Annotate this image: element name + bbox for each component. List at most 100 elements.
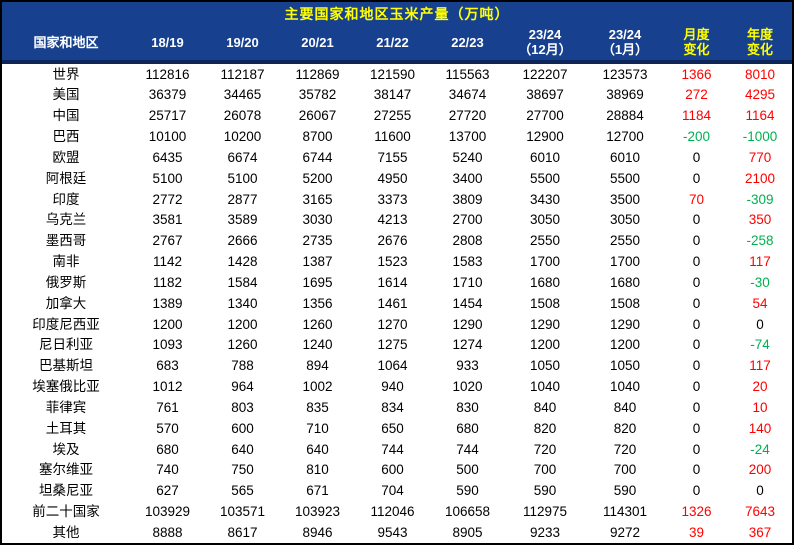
column-header-3: 20/21 [301, 34, 334, 50]
country-name: 坦桑尼亚 [39, 483, 93, 499]
production-value: 8905 [452, 524, 483, 540]
monthly-change-value: -200 [682, 129, 711, 145]
table-row: 其他 8888 8617 8946 9543 8905 9233 9272 39 367 [2, 522, 792, 543]
production-value: 8617 [227, 524, 258, 540]
production-value: 1040 [529, 379, 561, 395]
production-value: 1020 [452, 379, 483, 395]
table-row: 尼日利亚 1093 1260 1240 1275 1274 1200 1200 0 -74 [2, 335, 792, 356]
production-value: 9272 [609, 524, 641, 540]
production-value: 2676 [377, 233, 408, 249]
production-value: 1200 [227, 316, 258, 332]
production-value: 112046 [370, 504, 415, 520]
table-row: 印度尼西亚 1200 1200 1260 1270 1290 1290 1290 0 0 [2, 314, 792, 335]
production-value: 1200 [529, 337, 561, 353]
production-value: 38969 [606, 87, 644, 103]
column-header-2: 19/20 [226, 34, 259, 50]
country-name: 土耳其 [45, 420, 87, 436]
production-value: 2808 [452, 233, 483, 249]
monthly-change-value: 0 [692, 483, 701, 499]
production-value: 2877 [227, 191, 258, 207]
production-value: 27255 [373, 108, 412, 124]
yearly-change-value: 10 [752, 399, 768, 415]
production-value: 5100 [152, 170, 183, 186]
production-value: 627 [156, 483, 179, 499]
production-value: 1290 [609, 316, 641, 332]
production-value: 820 [533, 420, 557, 436]
country-name: 阿根廷 [45, 170, 87, 186]
table-row: 埃塞俄比亚 1012 964 1002 940 1020 1040 1040 0 20 [2, 376, 792, 397]
production-value: 1614 [377, 274, 408, 290]
table-row: 巴西 10100 10200 8700 11600 13700 12900 12700 -200… [2, 126, 792, 147]
monthly-change-value: 0 [692, 358, 701, 374]
production-value: 5100 [227, 170, 258, 186]
production-value: 13700 [448, 129, 487, 145]
production-value: 112187 [220, 66, 265, 82]
production-value: 835 [306, 399, 329, 415]
production-value: 3809 [452, 191, 483, 207]
column-header-9: 年度 变化 [746, 27, 773, 57]
production-value: 1040 [609, 379, 641, 395]
country-name: 塞尔维亚 [39, 462, 93, 478]
production-value: 1583 [452, 254, 483, 270]
table-row: 美国 36379 34465 35782 38147 34674 38697 38969 272… [2, 85, 792, 106]
yearly-change-value: 1164 [745, 108, 775, 124]
yearly-change-value: -1000 [742, 129, 778, 145]
production-value: 1700 [609, 254, 641, 270]
production-value: 3589 [227, 212, 258, 228]
yearly-change-value: 140 [748, 420, 772, 436]
country-name: 埃塞俄比亚 [32, 379, 100, 395]
production-value: 940 [381, 379, 404, 395]
production-value: 830 [456, 399, 479, 415]
production-value: 720 [533, 441, 557, 457]
production-value: 5500 [609, 170, 641, 186]
table-header: 主要国家和地区玉米产量（万吨） 国家和地区 18/19 19/20 20/21 21/2… [2, 2, 792, 64]
country-name: 中国 [52, 108, 80, 124]
production-value: 103929 [144, 504, 191, 520]
production-value: 744 [381, 441, 404, 457]
production-value: 1012 [152, 379, 183, 395]
table-row: 俄罗斯 1182 1584 1695 1614 1710 1680 1680 0 -30 [2, 272, 792, 293]
production-value: 6674 [227, 149, 258, 165]
production-value: 590 [533, 483, 557, 499]
table-row: 埃及 680 640 640 744 744 720 720 0 -24 [2, 439, 792, 460]
production-value: 123573 [602, 66, 648, 82]
production-value: 894 [306, 358, 329, 374]
country-name: 印度尼西亚 [32, 316, 100, 332]
production-value: 1387 [302, 254, 333, 270]
production-value: 28884 [606, 108, 644, 124]
production-value: 10100 [148, 129, 187, 145]
production-value: 640 [306, 441, 329, 457]
production-value: 112869 [295, 66, 340, 82]
monthly-change-value: 1326 [681, 504, 712, 520]
yearly-change-value: 770 [748, 149, 772, 165]
production-value: 5500 [529, 170, 561, 186]
table-row: 土耳其 570 600 710 650 680 820 820 0 140 [2, 418, 792, 439]
table-row: 加拿大 1389 1340 1356 1461 1454 1508 1508 0 54 [2, 293, 792, 314]
yearly-change-value: 117 [749, 254, 771, 270]
production-value: 1275 [377, 337, 408, 353]
monthly-change-value: 1184 [681, 108, 712, 124]
yearly-change-value: -309 [746, 191, 774, 207]
production-value: 34674 [448, 87, 487, 103]
production-value: 565 [231, 483, 254, 499]
production-value: 1508 [529, 295, 561, 311]
production-value: 9543 [377, 524, 408, 540]
title-row: 主要国家和地区玉米产量（万吨） [2, 2, 792, 26]
production-value: 683 [156, 358, 179, 374]
yearly-change-value: 367 [748, 524, 772, 540]
production-value: 12900 [526, 129, 564, 145]
production-value: 35782 [298, 87, 337, 103]
table-row: 巴基斯坦 683 788 894 1064 933 1050 1050 0 117 [2, 356, 792, 377]
production-value: 744 [456, 441, 479, 457]
production-value: 840 [613, 399, 637, 415]
production-value: 680 [456, 420, 479, 436]
country-name: 欧盟 [52, 149, 80, 165]
production-value: 8700 [302, 129, 333, 145]
monthly-change-value: 0 [692, 420, 701, 436]
monthly-change-value: 0 [692, 295, 701, 311]
production-value: 1710 [452, 274, 483, 290]
production-value: 1200 [152, 316, 183, 332]
production-value: 1290 [452, 316, 483, 332]
production-value: 803 [231, 399, 254, 415]
